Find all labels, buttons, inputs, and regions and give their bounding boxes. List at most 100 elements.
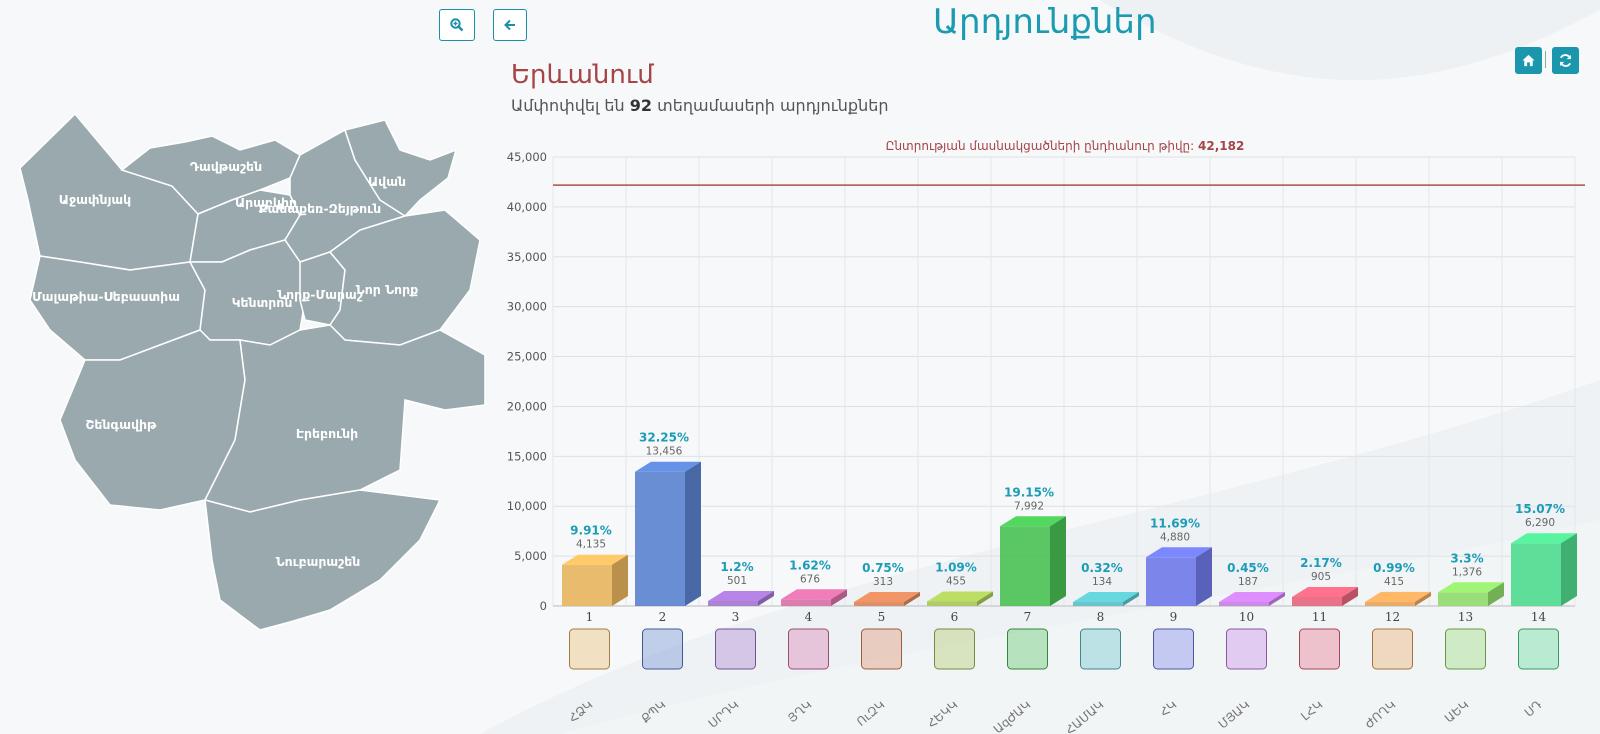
- bar[interactable]: [708, 601, 758, 606]
- category-index-label: 14: [1531, 610, 1547, 624]
- district-erebuni[interactable]: [203, 324, 486, 513]
- district-avan[interactable]: [344, 119, 458, 217]
- back-button[interactable]: [493, 9, 527, 41]
- bar-top-face: [1073, 592, 1139, 602]
- home-button[interactable]: [1515, 47, 1542, 74]
- bar[interactable]: [1292, 596, 1342, 606]
- bar-top-face: [1365, 591, 1431, 602]
- value-label: 415: [1384, 576, 1404, 588]
- bar[interactable]: [562, 564, 612, 606]
- category-index-label: 4: [805, 610, 813, 624]
- party-logo: [934, 628, 975, 670]
- percent-label: 0.45%: [1227, 561, 1269, 575]
- bar-side-face: [1561, 533, 1577, 606]
- district-label-nubarashen: Նուբարաշեն: [276, 554, 361, 569]
- y-tick-label: 15,000: [507, 449, 547, 463]
- bar-top-face: [562, 554, 628, 565]
- bar[interactable]: [1146, 557, 1196, 606]
- district-nubarashen[interactable]: [204, 489, 442, 631]
- category-index-label: 9: [1170, 610, 1178, 624]
- bar-side-face: [1415, 591, 1431, 606]
- button-separator: [1545, 51, 1546, 68]
- category-index-label: 10: [1239, 610, 1254, 624]
- percent-label: 19.15%: [1004, 485, 1054, 499]
- bar-top-face: [1511, 533, 1577, 544]
- party-logo: [1226, 628, 1267, 670]
- bar[interactable]: [1511, 543, 1561, 606]
- party-abbr-label: ՀԱՄԱԿ: [1063, 698, 1107, 734]
- bar[interactable]: [1219, 602, 1269, 606]
- party-logo: [1372, 628, 1413, 670]
- bar-side-face: [1488, 582, 1504, 606]
- bar[interactable]: [1000, 526, 1050, 606]
- category-index-label: 12: [1385, 610, 1400, 624]
- bar[interactable]: [927, 601, 977, 606]
- bar[interactable]: [1365, 601, 1415, 606]
- zoom-button[interactable]: [439, 9, 475, 41]
- bar-top-face: [1292, 586, 1358, 597]
- bar-side-face: [1196, 547, 1212, 606]
- subtitle-count: 92: [629, 96, 653, 115]
- subtitle-prefix: Ամփոփվել են: [511, 96, 625, 115]
- refresh-button[interactable]: [1552, 47, 1579, 74]
- party-logo: [1518, 628, 1559, 670]
- bar-side-face: [758, 591, 774, 606]
- district-label-kanaker: Քանաքեռ-Զեյթուն: [259, 201, 381, 216]
- bar-top-face: [1438, 582, 1504, 593]
- value-label: 455: [946, 575, 966, 587]
- bar[interactable]: [1073, 602, 1123, 606]
- y-tick-label: 35,000: [507, 250, 547, 264]
- party-logo: [642, 628, 683, 670]
- bar-side-face: [1342, 586, 1358, 606]
- bar[interactable]: [781, 599, 831, 606]
- percent-label: 32.25%: [639, 431, 689, 445]
- party-abbr-label: ԼՀԿ: [1298, 698, 1325, 724]
- bar[interactable]: [854, 602, 904, 606]
- value-label: 4,135: [576, 539, 606, 551]
- value-label: 676: [800, 573, 820, 585]
- bar-side-face: [1269, 592, 1285, 606]
- bar-top-face: [1219, 592, 1285, 602]
- party-abbr-label: ՀՁԿ: [566, 698, 595, 726]
- party-abbr-label: ՈւԶԿ: [854, 698, 888, 729]
- zoom-in-icon: [450, 18, 464, 32]
- party-abbr-label: ԱԵԿ: [1442, 698, 1472, 726]
- party-logo: [569, 628, 610, 670]
- bar-top-face: [708, 591, 774, 602]
- value-label: 187: [1238, 576, 1258, 588]
- district-label-avan: Ավան: [368, 174, 406, 189]
- reference-label-value: 42,182: [1198, 140, 1244, 153]
- district-label-davtashen: Դավթաշեն: [190, 159, 262, 174]
- percent-label: 0.99%: [1373, 561, 1415, 575]
- party-abbr-label: ՔՊԿ: [638, 698, 668, 726]
- results-bar-chart: 0 5,000 10,000 15,000 20,000 25,000 30,000 35,0…: [507, 140, 1585, 734]
- party-abbr-label: ՀԵԿԿ: [925, 698, 961, 731]
- bar-side-face: [685, 461, 701, 606]
- category-index-label: 2: [659, 610, 667, 624]
- value-label: 134: [1092, 576, 1112, 588]
- percent-label: 0.75%: [862, 561, 904, 575]
- district-map: Դավթաշեն Աջափնյակ Արաբկիր Քանաքեռ-Զեյթու…: [19, 112, 486, 631]
- category-index-label: 7: [1024, 610, 1032, 624]
- percent-label: 0.32%: [1081, 561, 1123, 575]
- district-label-ajapnyak: Աջափնյակ: [59, 192, 131, 207]
- bar-side-face: [831, 589, 847, 606]
- party-abbr-label: ԱզԺԱԿ: [991, 698, 1034, 734]
- percent-label: 9.91%: [570, 524, 612, 538]
- bar-top-face: [635, 461, 701, 472]
- y-tick-label: 10,000: [507, 499, 547, 513]
- percent-label: 1.09%: [935, 560, 977, 574]
- party-logo: [1445, 628, 1486, 670]
- district-label-shengavit: Շենգավիթ: [86, 417, 157, 432]
- y-tick-label: 40,000: [507, 200, 547, 214]
- bar-top-face: [854, 592, 920, 602]
- bar[interactable]: [1438, 592, 1488, 606]
- party-abbr-label: ՀԿ: [1157, 698, 1179, 720]
- bar-side-face: [904, 592, 920, 606]
- percent-label: 1.2%: [720, 560, 753, 574]
- bar-top-face: [781, 589, 847, 600]
- category-index-label: 8: [1097, 610, 1105, 624]
- participation-reference-label: Ընտրության մասնակցածների ընդհանուր թիվը:…: [886, 140, 1245, 153]
- bar[interactable]: [635, 471, 685, 606]
- party-logo: [788, 628, 829, 670]
